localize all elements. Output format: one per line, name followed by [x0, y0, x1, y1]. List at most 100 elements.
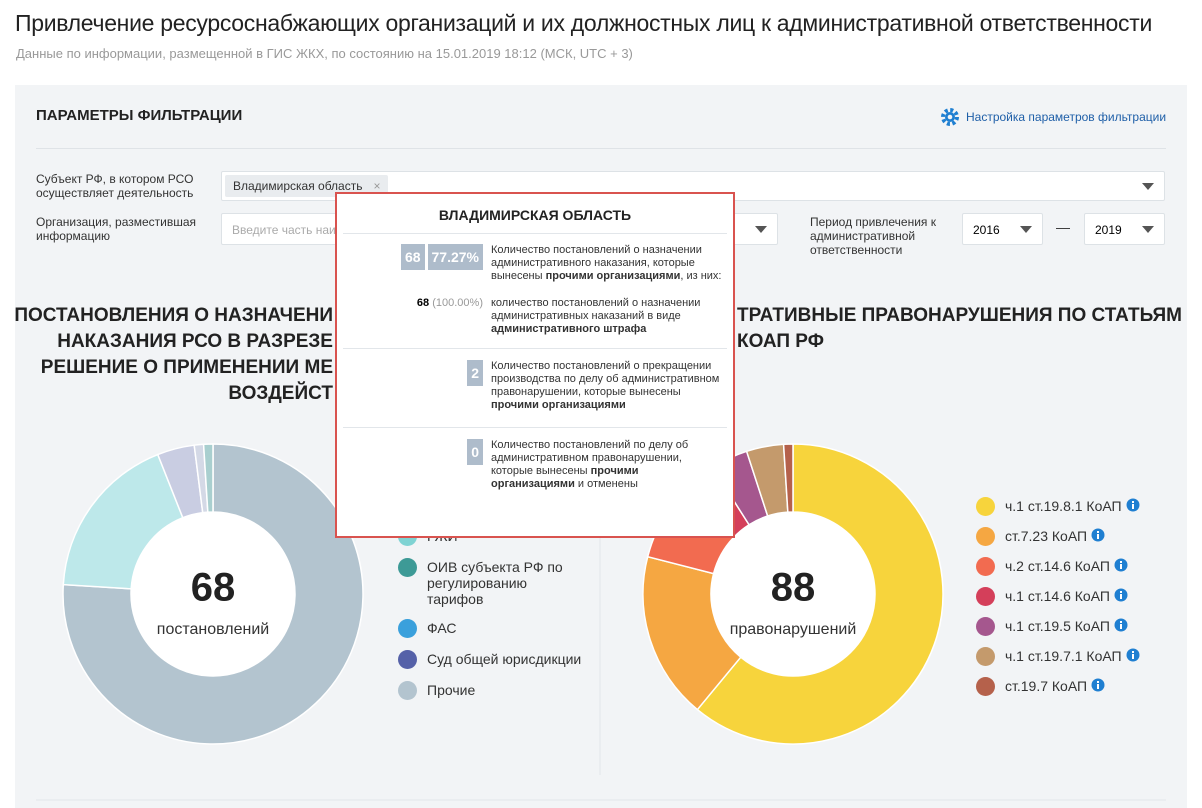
info-icon [1126, 648, 1140, 662]
center-value: 68 [191, 566, 236, 610]
info-dot [1119, 591, 1122, 593]
legend-label: ч.1 ст.19.7.1 КоАП [1005, 648, 1122, 664]
info-icon [1091, 678, 1105, 692]
legend-item: ФАС [398, 619, 588, 638]
info-bar [1097, 684, 1100, 689]
period-from-select[interactable]: 2016 [962, 213, 1043, 245]
filters-title: ПАРАМЕТРЫ ФИЛЬТРАЦИИ [36, 107, 243, 124]
text: количество постановлений о назначении ад… [491, 297, 701, 322]
legend-item: ОИВ субъекта РФ по регулированию тарифов [398, 558, 588, 607]
legend-swatch [976, 617, 995, 636]
info-dot [1097, 531, 1100, 533]
caret [755, 226, 767, 233]
chart-title: НАКАЗАНИЯ РСО В РАЗРЕЗЕ [57, 331, 333, 352]
chip-remove[interactable]: × [373, 179, 381, 193]
legend-label: ст.7.23 КоАП [1005, 528, 1088, 544]
legend-item: ст.19.7 КоАП [976, 677, 1140, 696]
legend-label: Суд общей юрисдикции [427, 651, 582, 667]
count-badge: 0 [467, 439, 483, 465]
legend-label: Прочие [427, 682, 476, 698]
info-dot [1131, 501, 1134, 503]
bold-text: административного штрафа [491, 323, 647, 335]
subject-value: Владимирская область [233, 179, 363, 193]
info-dot [1097, 681, 1100, 683]
org-placeholder: Введите часть наи [232, 223, 336, 237]
legend-label: ч.1 ст.19.5 КоАП [1005, 618, 1110, 634]
divider [36, 148, 1166, 149]
legend-item: Суд общей юрисдикции [398, 650, 588, 669]
donut-hole [131, 512, 295, 676]
legend-item: ч.1 ст.19.7.1 КоАП [976, 647, 1140, 666]
divider [343, 233, 727, 234]
org-label: Организация, разместившая информацию [36, 215, 197, 243]
block-text: Количество постановлений по делу об адми… [491, 439, 723, 491]
page-title: Привлечение ресурсоснабжающих организаци… [15, 10, 1153, 36]
period-to: 2019 [1095, 223, 1122, 237]
left-legend: ГЖИОИВ субъекта РФ по регулированию тари… [398, 527, 588, 700]
sub-percent: (100.00%) [432, 297, 483, 309]
period-to-select[interactable]: 2019 [1084, 213, 1165, 245]
caret [1142, 226, 1154, 233]
chart-title: ВОЗДЕЙСТ [228, 382, 333, 404]
legend-label: ОИВ субъекта РФ по регулированию тарифов [427, 559, 563, 607]
center-label: постановлений [157, 621, 269, 638]
subject-label: Субъект РФ, в котором РСО осуществляет д… [36, 172, 194, 200]
chart-title: КОАП РФ [737, 331, 824, 352]
legend-swatch [976, 587, 995, 606]
info-bar [1119, 594, 1122, 599]
settings-link-text[interactable]: Настройка параметров фильтрации [966, 110, 1167, 124]
caret [1142, 183, 1154, 190]
tooltip: ВЛАДИМИРСКАЯ ОБЛАСТЬ 68 77.27% Количество… [335, 192, 735, 538]
subject-chip: Владимирская область × [225, 175, 389, 197]
info-icon [1114, 618, 1128, 632]
block-text: Количество постановлений о назначении ад… [491, 244, 723, 283]
info-icon [1126, 498, 1140, 512]
divider [343, 427, 727, 428]
legend-label: ст.19.7 КоАП [1005, 678, 1088, 694]
period-dash: — [1056, 219, 1070, 235]
legend-item: ч.1 ст.14.6 КоАП [976, 587, 1140, 606]
period-from: 2016 [973, 223, 1000, 237]
info-icon [1091, 528, 1105, 542]
right-legend: ч.1 ст.19.8.1 КоАП ст.7.23 КоАП ч.2 ст.14.… [976, 497, 1140, 696]
legend-swatch [976, 497, 995, 516]
info-icon [1114, 588, 1128, 602]
legend-swatch [976, 557, 995, 576]
chart-title: РЕШЕНИЕ О ПРИМЕНЕНИИ МЕ [41, 357, 333, 378]
tooltip-title: ВЛАДИМИРСКАЯ ОБЛАСТЬ [438, 207, 632, 223]
info-bar [1097, 534, 1100, 539]
center-label: правонарушений [730, 621, 857, 638]
chart-title: ПОСТАНОВЛЕНИЯ О НАЗНАЧЕНИ [14, 305, 333, 326]
legend-item: ст.7.23 КоАП [976, 527, 1140, 546]
divider [343, 348, 727, 349]
info-icon [1114, 558, 1128, 572]
center-value: 88 [771, 566, 816, 610]
gear-icon [941, 108, 959, 126]
page-subtitle: Данные по информации, размещенной в ГИС … [16, 46, 633, 61]
bold-text: прочими организациями [491, 399, 626, 411]
count-badge: 68 [400, 244, 425, 270]
count-badge: 2 [467, 360, 483, 386]
text: и отменены [574, 478, 638, 490]
info-dot [1119, 561, 1122, 563]
legend-label: ч.1 ст.19.8.1 КоАП [1005, 498, 1122, 514]
chart-title: ТРАТИВНЫЕ ПРАВОНАРУШЕНИЯ ПО СТАТЬЯМ [737, 305, 1182, 326]
info-bar [1119, 624, 1122, 629]
legend-swatch [398, 650, 417, 669]
text: Количество постановлений о прекращении п… [491, 360, 720, 398]
donut-hole [711, 512, 875, 676]
text: , из них: [680, 270, 722, 282]
info-dot [1131, 651, 1134, 653]
legend-swatch [398, 558, 417, 577]
info-bar [1131, 504, 1134, 509]
block-text: Количество постановлений о прекращении п… [491, 360, 723, 412]
legend-label: ФАС [427, 620, 457, 636]
percent-badge: 77.27% [427, 244, 483, 270]
info-dot [1119, 621, 1122, 623]
settings-link[interactable]: Настройка параметров фильтрации [940, 107, 1166, 127]
sub-count: 68 [416, 297, 430, 309]
bold-text: прочими организациями [491, 465, 639, 490]
legend-item: ч.1 ст.19.5 КоАП [976, 617, 1140, 636]
